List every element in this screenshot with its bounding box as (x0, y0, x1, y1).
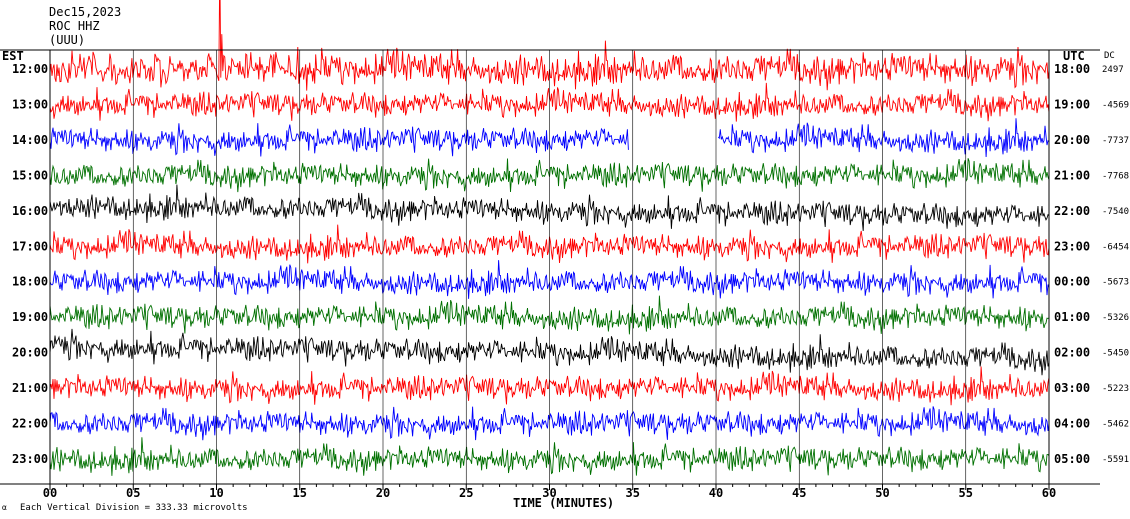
x-axis-tick-labels: 00 05 10 15 20 25 30 35 40 45 50 55 60 (43, 486, 1056, 500)
x-tick-label: 40 (709, 486, 723, 500)
dc-offset-value: 2497 (1102, 65, 1124, 75)
utc-hour-label: 05:00 (1054, 452, 1090, 466)
x-tick-label: 30 (542, 486, 556, 500)
est-hour-label: 21:00 (12, 381, 48, 395)
dc-offset-value: -5450 (1102, 349, 1129, 359)
utc-hour-label: 21:00 (1054, 168, 1090, 182)
date-label: Dec15,2023 (49, 5, 122, 19)
footer-alpha-glyph: α (2, 503, 7, 512)
est-hour-label: 17:00 (12, 239, 48, 253)
vertical-gridlines (49, 50, 1050, 490)
x-tick-label: 20 (376, 486, 390, 500)
utc-hour-labels: 18:00 19:00 20:00 21:00 22:00 23:00 00:00 01:00… (1054, 62, 1090, 466)
utc-hour-label: 04:00 (1054, 417, 1090, 431)
units-label: (UUU) (49, 33, 86, 47)
est-hour-label: 16:00 (12, 204, 48, 218)
x-tick-label: 55 (959, 486, 973, 500)
dc-offset-value: -5326 (1102, 313, 1129, 323)
utc-hour-label: 01:00 (1054, 310, 1090, 324)
dc-offset-value: -5223 (1102, 384, 1129, 394)
x-tick-label: 35 (626, 486, 640, 500)
est-hour-label: 22:00 (12, 417, 48, 431)
utc-hour-label: 18:00 (1054, 62, 1090, 76)
dc-column-label: DC (1104, 51, 1115, 61)
dc-offset-value: -7737 (1102, 136, 1129, 146)
x-tick-label: 10 (209, 486, 223, 500)
x-tick-label: 60 (1042, 486, 1056, 500)
x-tick-label: 00 (43, 486, 57, 500)
dc-offset-value: -7768 (1102, 171, 1129, 181)
utc-hour-label: 22:00 (1054, 204, 1090, 218)
dc-offset-value: -6454 (1102, 242, 1129, 252)
x-tick-label: 25 (459, 486, 473, 500)
utc-hour-label: 03:00 (1054, 381, 1090, 395)
x-axis-title: TIME (MINUTES) (513, 496, 614, 510)
est-hour-label: 18:00 (12, 275, 48, 289)
utc-hour-label: 19:00 (1054, 97, 1090, 111)
dc-offset-value: -4569 (1102, 100, 1129, 110)
utc-hour-label: 00:00 (1054, 275, 1090, 289)
plot-frame (0, 49, 1100, 485)
est-hour-label: 19:00 (12, 310, 48, 324)
est-hour-label: 13:00 (12, 97, 48, 111)
est-hour-labels: 12:00 13:00 14:00 15:00 16:00 17:00 18:00 19:00… (12, 62, 48, 466)
est-hour-label: 20:00 (12, 346, 48, 360)
x-tick-label: 05 (126, 486, 140, 500)
utc-hour-label: 02:00 (1054, 346, 1090, 360)
x-tick-label: 45 (792, 486, 806, 500)
dc-offset-values: 2497 -4569 -7737 -7768 -7540 -6454 -5673 -5326 -… (1102, 65, 1129, 465)
scale-note: Each Vertical Division = 333.33 microvol… (20, 503, 248, 513)
est-hour-label: 15:00 (12, 168, 48, 182)
trace-line (49, 118, 1050, 158)
utc-axis-label: UTC (1063, 49, 1085, 63)
dc-offset-value: -5462 (1102, 420, 1129, 430)
est-axis-label: EST (2, 49, 24, 63)
x-tick-label: 15 (293, 486, 307, 500)
dc-offset-value: -5591 (1102, 455, 1129, 465)
est-hour-label: 14:00 (12, 133, 48, 147)
station-label: ROC HHZ (49, 19, 100, 33)
utc-hour-label: 23:00 (1054, 239, 1090, 253)
x-tick-label: 50 (875, 486, 889, 500)
dc-offset-value: -5673 (1102, 278, 1129, 288)
est-hour-label: 23:00 (12, 452, 48, 466)
dc-offset-value: -7540 (1102, 207, 1129, 217)
utc-hour-label: 20:00 (1054, 133, 1090, 147)
est-hour-label: 12:00 (12, 62, 48, 76)
